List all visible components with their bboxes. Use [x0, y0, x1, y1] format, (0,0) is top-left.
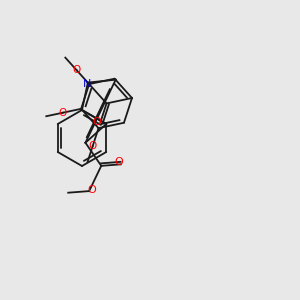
Text: N: N [82, 79, 91, 88]
Text: O: O [73, 65, 81, 75]
Text: O: O [59, 108, 67, 118]
Text: O: O [114, 157, 123, 167]
Text: O: O [92, 117, 101, 127]
Text: O: O [88, 185, 97, 195]
Text: O: O [88, 141, 97, 151]
